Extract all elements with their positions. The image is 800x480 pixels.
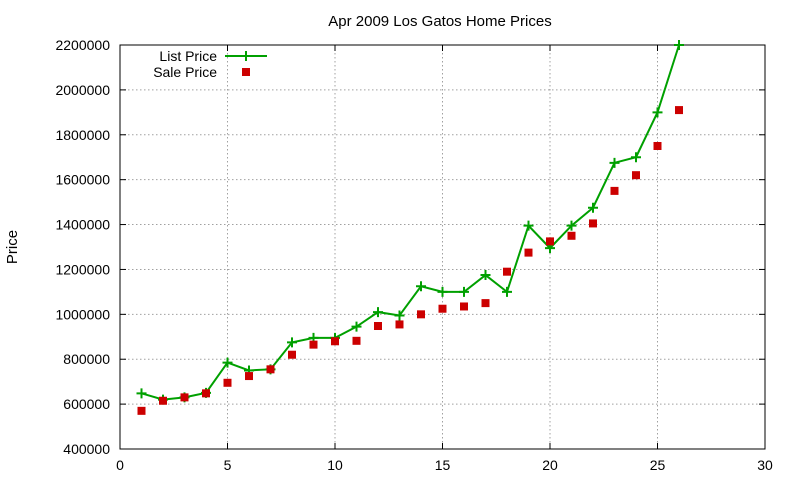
chart-title: Apr 2009 Los Gatos Home Prices [328,13,551,30]
x-tick-label: 30 [757,457,773,473]
y-tick-label: 600000 [63,396,110,412]
x-tick-label: 10 [327,457,343,473]
list-price-point [652,107,663,118]
grid [120,45,765,449]
y-tick-label: 2000000 [55,82,110,98]
legend-marker-list-price [241,51,251,61]
y-tick-label: 1000000 [55,306,110,322]
sale-price-point [223,378,232,387]
sale-price-point [202,389,210,398]
list-price-point [351,321,362,332]
legend-swatch-sale-price [242,68,250,76]
y-tick-label: 1600000 [55,172,110,188]
sale-price-point [417,310,425,319]
list-price-point [674,40,684,50]
y-tick-label: 1800000 [55,127,110,143]
y-tick-label: 2200000 [55,37,110,53]
list-price-line [141,44,680,401]
y-tick-label: 800000 [63,351,110,367]
sale-price-point [137,406,146,415]
list-price-point [609,157,620,168]
sale-price-point [632,171,640,180]
sale-price-point [266,365,275,374]
sale-price-point [309,340,318,349]
list-price-point [459,286,469,297]
series-layer [136,40,684,415]
sale-price-point [675,106,683,115]
list-price-point [480,270,491,281]
sale-price-point [395,320,404,329]
y-axis-title: Price [4,230,21,264]
axes: 0 5 10 15 20 25 30 400000 600000 800000 1000000 120… [55,37,773,473]
list-price-point [416,281,426,292]
sale-price-point [180,393,189,402]
x-tick-label: 20 [542,457,558,473]
x-tick-label: 0 [116,457,124,473]
sale-price-point [288,350,296,359]
sale-price-point [460,302,468,311]
list-price-point [631,152,641,163]
sale-price-point [610,186,619,195]
y-tick-label: 1400000 [55,217,110,233]
list-price-point [523,220,534,231]
x-tick-label: 5 [224,457,232,473]
y-tick-label: 1200000 [55,261,110,277]
legend-label-list-price: List Price [159,48,217,64]
list-price-point [222,357,233,368]
sale-price-point [567,231,576,240]
list-price-point [502,286,512,297]
sale-price-point [245,372,253,381]
y-tick-label: 400000 [63,441,110,457]
sale-price-point [524,248,533,257]
list-price-point [373,307,383,318]
sale-price-point [352,336,361,345]
list-price-point [394,310,405,321]
sale-price-point [331,337,339,346]
sale-price-point [481,299,490,308]
sale-price-point [546,237,554,246]
legend-label-sale-price: Sale Price [153,64,217,80]
sale-price-point [503,267,511,276]
sale-price-point [374,322,382,331]
sale-price-point [159,396,167,405]
sale-price-point [438,304,447,313]
list-price-point [136,388,147,399]
list-price-point [287,337,297,348]
sale-price-point [589,219,597,228]
list-price-point [437,286,448,297]
x-tick-label: 15 [435,457,451,473]
list-price-point [588,202,598,213]
x-tick-label: 25 [650,457,666,473]
list-price-point [566,220,577,231]
sale-price-point [653,142,662,150]
